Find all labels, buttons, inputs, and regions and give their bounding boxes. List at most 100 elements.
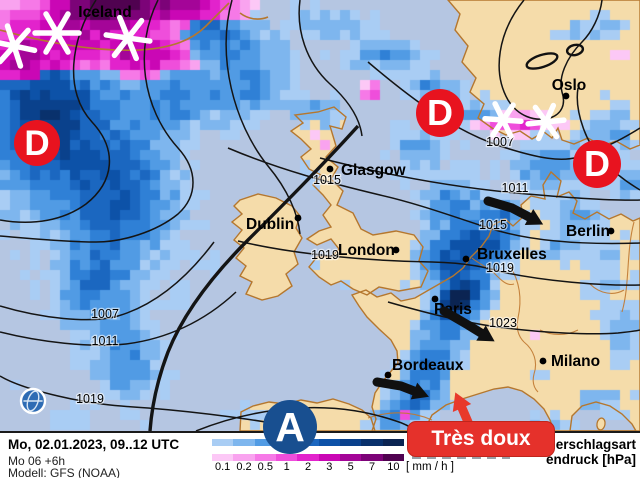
- city-label: Berlin: [566, 223, 610, 240]
- snow-scale-segment: [254, 454, 276, 461]
- scale-tick-label: 0.2: [236, 461, 252, 473]
- rain-scale-bar: [212, 439, 404, 446]
- precipitation-scale: [212, 439, 404, 469]
- isobar-line: [498, 0, 603, 120]
- snow-scale-segment: [212, 454, 234, 461]
- snow-scale-segment: [275, 454, 298, 461]
- map-overlay: 1007 1011 1019 1015 1019 1007 1011 1015 1019 1023…: [0, 0, 640, 431]
- wind-arrow: [372, 377, 429, 400]
- scale-tick-label: 1: [283, 461, 290, 473]
- scale-tick-label: 5: [347, 461, 354, 473]
- isobar-label: 1019: [311, 248, 339, 262]
- snow-scale-bar: [212, 454, 404, 461]
- isobar-line: [237, 240, 640, 286]
- lake: [525, 52, 559, 70]
- isobar-line: [0, 0, 194, 243]
- rain-scale-segment: [318, 439, 340, 446]
- city-dot: [392, 246, 400, 254]
- scale-unit-label: [ mm / h ]: [406, 461, 454, 473]
- rain-scale-segment: [361, 439, 383, 446]
- scale-tick-label: 0.5: [257, 461, 273, 473]
- scale-tick-label: 3: [326, 461, 333, 473]
- isobar-line: [0, 0, 111, 223]
- scale-tick-label: 0.1: [215, 461, 231, 473]
- island: [596, 417, 606, 431]
- isobar-label: 1007: [486, 135, 514, 149]
- isobar-line: [225, 0, 301, 235]
- country-border: [523, 341, 539, 393]
- weather-map: 1007 1011 1019 1015 1019 1007 1011 1015 1019 1023…: [0, 0, 640, 431]
- country-border: [509, 265, 525, 343]
- rain-scale-segment: [275, 439, 298, 446]
- city-dot: [462, 255, 470, 263]
- isobar-label: 1007: [91, 307, 119, 321]
- rain-scale-segment: [254, 439, 276, 446]
- country-border: [471, 257, 515, 286]
- rain-scale-segment: [212, 439, 234, 446]
- city-label: Bordeaux: [392, 357, 464, 374]
- globe-logo-icon: [19, 387, 47, 415]
- isobar-line: [0, 241, 215, 321]
- scale-tick-label: 2: [304, 461, 312, 473]
- city-dot: [607, 227, 615, 235]
- snowflake-icon: [32, 11, 82, 55]
- isobar-label: 1015: [479, 218, 507, 232]
- annotation-label: Très doux: [431, 427, 531, 450]
- snowflake-icon: [482, 101, 524, 139]
- legend-model: Modell: GFS (NOAA): [8, 466, 121, 478]
- city-dot: [384, 371, 392, 379]
- coastline: [239, 398, 376, 431]
- country-border: [621, 221, 635, 313]
- isobar-label: 1011: [502, 181, 529, 195]
- rain-scale-segment: [382, 439, 404, 446]
- isobar-line: [319, 157, 640, 201]
- country-border: [367, 412, 433, 421]
- city-label: Bruxelles: [477, 246, 547, 263]
- isobar-line: [0, 291, 237, 346]
- rain-scale-segment: [297, 439, 319, 446]
- snowflake-icon: [525, 102, 567, 142]
- city-label: Dublin: [246, 216, 294, 233]
- coastline: [423, 386, 555, 431]
- city-dot: [562, 92, 570, 100]
- city-label: Iceland: [78, 4, 131, 21]
- snow-scale-segment: [233, 454, 255, 461]
- coastline: [569, 401, 637, 431]
- isobar-label: 1023: [489, 316, 517, 330]
- isobar-line: [227, 147, 640, 245]
- snow-scale-segment: [382, 454, 404, 461]
- scale-tick-labels: 0.1 0.2 0.5 1 2 3 5 7 10: [212, 461, 404, 475]
- coastline: [239, 12, 269, 20]
- snow-scale-segment: [361, 454, 383, 461]
- snowflake-icon: [103, 14, 153, 62]
- country-border: [589, 283, 625, 294]
- legend-precip-type-label: derschlagsart: [547, 437, 636, 452]
- city-dot: [294, 214, 302, 222]
- legend-run: Mo 06 +6h: [8, 454, 66, 468]
- city-label: Oslo: [552, 77, 586, 94]
- snow-scale-segment: [297, 454, 319, 461]
- scale-tick-label: 7: [368, 461, 376, 473]
- legend-pressure-label: endruck [hPa]: [545, 452, 636, 467]
- city-label: London: [338, 242, 395, 259]
- wind-arrow: [439, 306, 495, 342]
- snow-scale-segment: [318, 454, 340, 461]
- isobar-label: 1019: [486, 261, 514, 275]
- rain-scale-segment: [233, 439, 255, 446]
- legend-datetime: Mo, 02.01.2023, 09..12 UTC: [8, 437, 180, 452]
- city-label: Milano: [551, 353, 600, 370]
- city-label: Glasgow: [341, 162, 407, 179]
- snow-scale-segment: [339, 454, 362, 461]
- coastline: [289, 106, 429, 296]
- isobar-line: [148, 124, 360, 431]
- isobar-line: [298, 0, 363, 137]
- city-dot: [539, 357, 547, 365]
- city-dot: [431, 295, 439, 303]
- wind-arrow: [483, 196, 544, 225]
- isobar-line: [195, 406, 417, 431]
- isobar-label: 1011: [92, 334, 119, 348]
- rain-scale-segment: [339, 439, 362, 446]
- coastline: [350, 170, 640, 431]
- snowflake-icon: [0, 23, 38, 69]
